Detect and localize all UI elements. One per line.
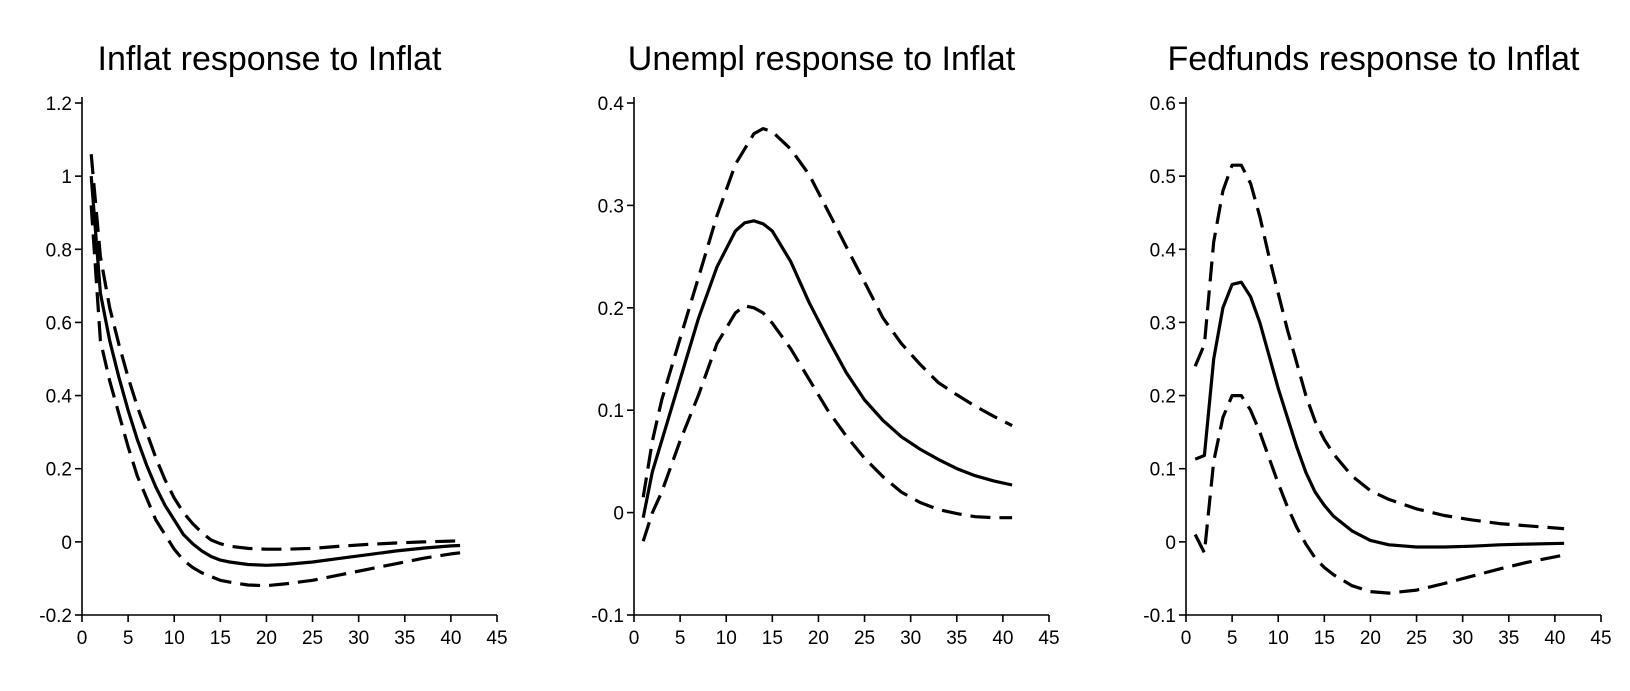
response-line	[1194, 280, 1565, 549]
x-tick-label: 10	[164, 628, 185, 649]
x-tick-label: 15	[1314, 628, 1335, 649]
x-tick-label: 40	[1544, 628, 1565, 649]
panel-unempl-response: Unempl response to Inflat 0 5 10 15 20 25 30 35 4…	[591, 40, 1059, 649]
y-tick-label: 0.1	[598, 401, 624, 422]
y-tick-label: 0.2	[598, 299, 624, 320]
x-tick-label: 15	[762, 628, 783, 649]
y-tick-label: 0.3	[1150, 313, 1176, 334]
panel-fedfunds-response: Fedfunds response to Inflat 0 5 10 15 20 25 30 3…	[1143, 40, 1611, 649]
lower-band-line	[89, 205, 461, 588]
x-tick-label: 45	[1590, 628, 1611, 649]
y-tick-label: 1	[61, 167, 72, 188]
x-tick-label: 20	[256, 628, 277, 649]
y-tick-label: -0.1	[591, 606, 624, 627]
x-tick-label: 45	[486, 628, 507, 649]
y-tick-label: 0.6	[46, 313, 72, 334]
upper-band-line	[89, 154, 461, 551]
x-tick-label: 30	[348, 628, 369, 649]
x-tick-label: 0	[629, 628, 640, 649]
lower-band-line	[1193, 394, 1565, 595]
y-tick-label: 0	[613, 504, 624, 525]
x-tick-label: 15	[210, 628, 231, 649]
x-tick-label: 0	[77, 628, 88, 649]
x-tick-label: 5	[1227, 628, 1238, 649]
x-tick-label: 35	[1498, 628, 1519, 649]
chart-title-unempl: Unempl response to Inflat	[628, 40, 1016, 78]
response-line	[641, 219, 1013, 519]
x-tick-label: 10	[1268, 628, 1289, 649]
x-tick-label: 35	[394, 628, 415, 649]
x-tick-label: 5	[675, 628, 686, 649]
y-tick-label: 0.3	[598, 196, 624, 217]
x-tick-label: 40	[440, 628, 461, 649]
chart-title-inflat: Inflat response to Inflat	[98, 40, 443, 78]
x-tick-label: 45	[1038, 628, 1059, 649]
x-tick-label: 0	[1181, 628, 1192, 649]
lower-band-line	[641, 304, 1013, 542]
y-tick-label: 1.2	[46, 94, 72, 115]
y-tick-label: 0.1	[1150, 460, 1176, 481]
x-tick-label: 25	[302, 628, 323, 649]
x-tick-label: 5	[123, 628, 134, 649]
x-tick-label: 25	[854, 628, 875, 649]
y-tick-label: 0.6	[1150, 94, 1176, 115]
y-tick-label: 0.8	[46, 240, 72, 261]
x-tick-label: 40	[992, 628, 1013, 649]
x-tick-label: 25	[1406, 628, 1427, 649]
y-tick-label: -0.2	[39, 606, 72, 627]
y-tick-label: 0.4	[46, 387, 73, 408]
y-tick-label: 0.2	[46, 460, 72, 481]
y-tick-label: 0.4	[1150, 240, 1177, 261]
y-tick-label: 0	[1165, 533, 1176, 554]
chart-title-fedfunds: Fedfunds response to Inflat	[1167, 40, 1580, 78]
x-tick-label: 35	[946, 628, 967, 649]
y-tick-label: 0.5	[1150, 167, 1176, 188]
y-tick-label: 0.2	[1150, 387, 1176, 408]
x-tick-label: 20	[1360, 628, 1381, 649]
y-tick-label: -0.1	[1143, 606, 1176, 627]
x-tick-label: 20	[808, 628, 829, 649]
x-tick-label: 30	[1452, 628, 1473, 649]
upper-band-line	[1193, 163, 1565, 531]
x-tick-label: 30	[900, 628, 921, 649]
upper-band-line	[641, 127, 1013, 498]
x-tick-label: 10	[716, 628, 737, 649]
y-tick-label: 0.4	[598, 94, 625, 115]
y-tick-label: 0	[61, 533, 72, 554]
response-line	[89, 175, 461, 567]
